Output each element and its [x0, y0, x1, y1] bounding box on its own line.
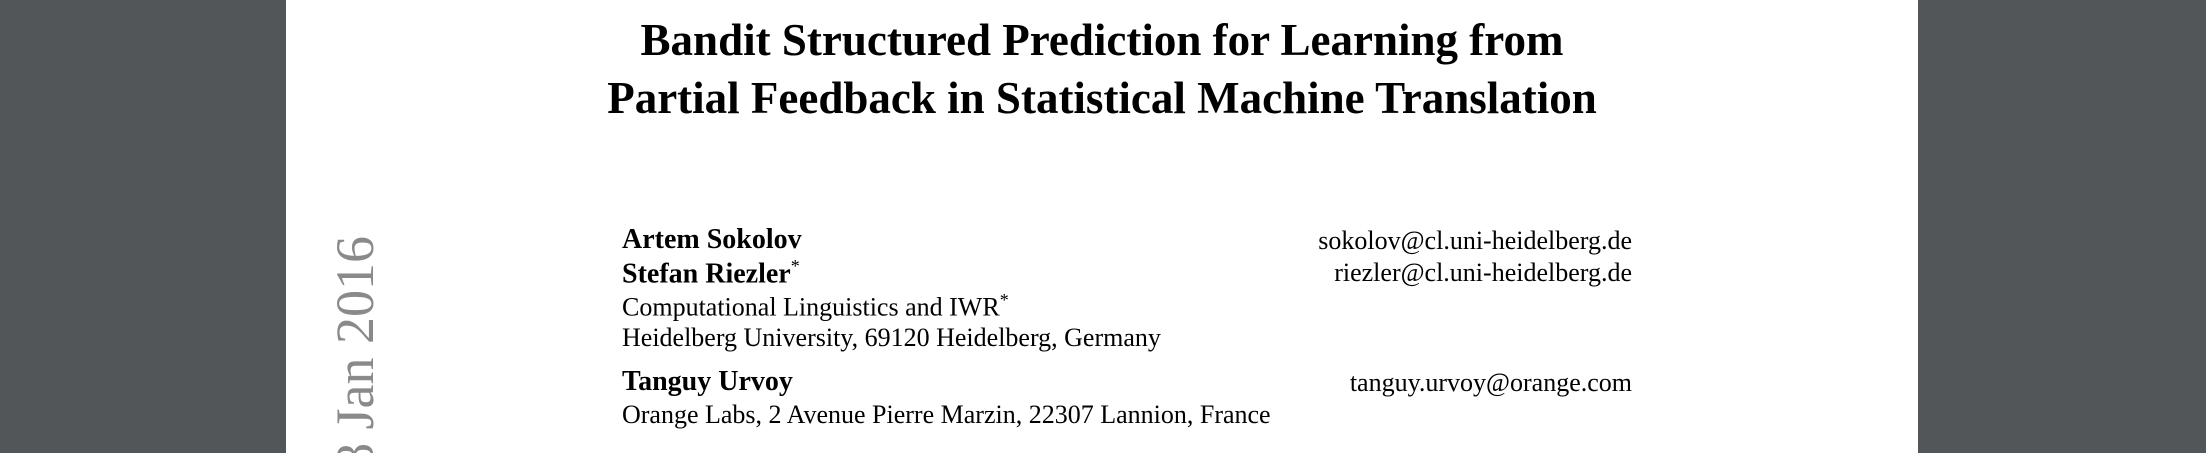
arxiv-stamp: 8 Jan 2016 — [325, 236, 385, 453]
author-email: riezler@cl.uni-heidelberg.de — [1334, 258, 1632, 287]
paper-page: 8 Jan 2016 Bandit Structured Prediction … — [286, 0, 1918, 453]
side-stamp: 8 Jan 2016 — [325, 236, 385, 453]
affiliation: Computational Linguistics and IWR* — [622, 290, 1009, 322]
author-name: Tanguy Urvoy — [622, 366, 793, 397]
author-name: Stefan Riezler* — [622, 256, 800, 290]
affiliation: Heidelberg University, 69120 Heidelberg,… — [622, 323, 1161, 352]
title-line: Bandit Structured Prediction for Learnin… — [640, 15, 1564, 65]
footnote-mark: * — [790, 256, 800, 276]
affiliation: Orange Labs, 2 Avenue Pierre Marzin, 223… — [622, 400, 1271, 429]
author-email: sokolov@cl.uni-heidelberg.de — [1318, 226, 1632, 255]
author-name: Artem Sokolov — [622, 224, 802, 255]
title-line: Partial Feedback in Statistical Machine … — [607, 73, 1597, 123]
footnote-mark: * — [999, 290, 1009, 310]
author-email: tanguy.urvoy@orange.com — [1349, 368, 1632, 397]
